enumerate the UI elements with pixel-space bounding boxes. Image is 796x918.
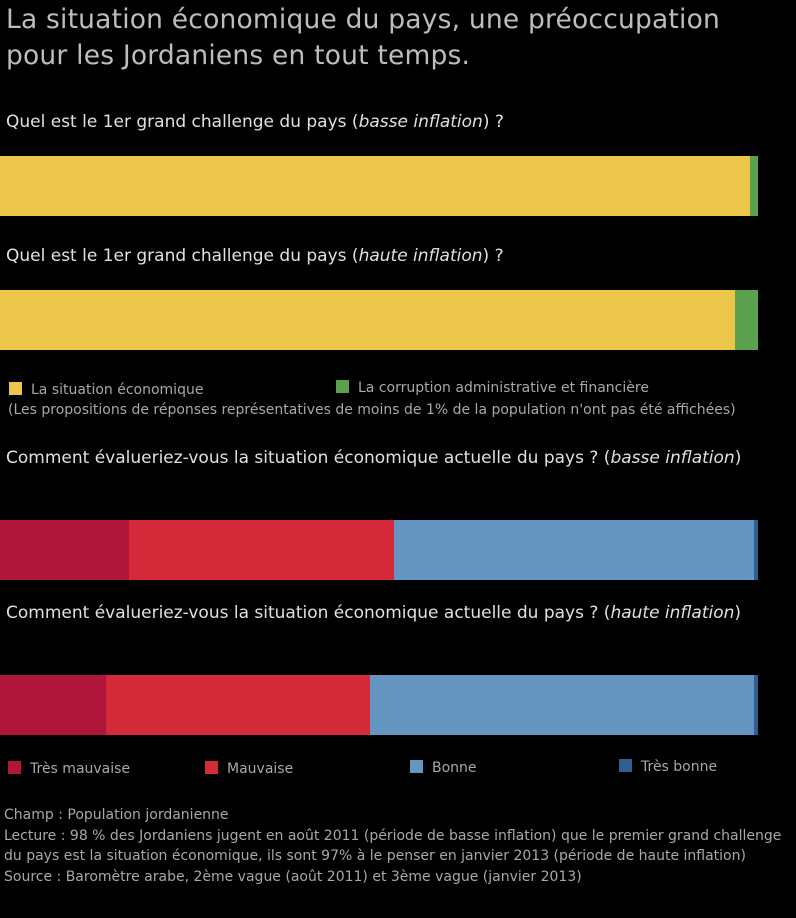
legend-swatch: [619, 759, 632, 772]
question-1: Quel est le 1er grand challenge du pays …: [6, 108, 776, 136]
legend-item-bonne: Bonne: [410, 759, 477, 777]
bar-segment-la-situation-économique: [0, 156, 751, 216]
legend-swatch: [9, 382, 22, 395]
bar-segment-la-corruption-administrative-et-financière: [750, 156, 758, 216]
legend-item-tres-bonne: Très bonne: [619, 758, 717, 776]
question-3-italic: basse inflation: [610, 448, 735, 468]
legend-item-tres-mauvaise: Très mauvaise: [8, 760, 130, 778]
bar-challenge-haute: [0, 290, 758, 350]
question-3-suffix: ): [734, 448, 742, 468]
bar-segment-très-mauvaise: [0, 675, 106, 735]
bar-segment-la-corruption-administrative-et-financière: [735, 290, 758, 350]
bar-segment-mauvaise: [105, 675, 370, 735]
bar-segment-bonne: [394, 520, 755, 580]
question-4-italic: haute inflation: [610, 603, 735, 623]
footer-champ: Champ : Population jordanienne: [4, 807, 229, 823]
footer-source: Source : Baromètre arabe, 2ème vague (ao…: [4, 868, 582, 885]
bar-segment-très-bonne: [754, 675, 758, 735]
bar-segment-la-situation-économique: [0, 290, 736, 350]
bar-segment-très-mauvaise: [0, 520, 129, 580]
legend-note: (Les propositions de réponses représenta…: [8, 402, 736, 418]
question-2-italic: haute inflation: [358, 246, 483, 266]
legend-item-situation: La situation économique: [9, 381, 203, 399]
legend-label: Très bonne: [641, 759, 718, 775]
question-4-prefix: Comment évalueriez-vous la situation éco…: [6, 603, 611, 623]
footer: Champ : Population jordanienne Lecture :…: [4, 805, 784, 887]
bar-evaluation-basse: [0, 520, 758, 580]
bar-segment-mauvaise: [128, 520, 395, 580]
legend-swatch: [8, 761, 21, 774]
legend-label: Bonne: [432, 760, 477, 776]
question-4: Comment évalueriez-vous la situation éco…: [6, 599, 776, 627]
question-2-suffix: ) ?: [482, 246, 504, 266]
chart-title: La situation économique du pays, une pré…: [6, 4, 720, 71]
question-1-suffix: ) ?: [482, 112, 504, 132]
question-1-italic: basse inflation: [358, 112, 483, 132]
bar-segment-très-bonne: [754, 520, 758, 580]
question-3-prefix: Comment évalueriez-vous la situation éco…: [6, 448, 611, 468]
legend-label: La corruption administrative et financiè…: [358, 380, 649, 396]
legend-swatch: [205, 761, 218, 774]
bar-segment-bonne: [369, 675, 755, 735]
legend-label: Mauvaise: [227, 761, 294, 777]
legend-item-corruption: La corruption administrative et financiè…: [336, 379, 649, 397]
question-2-prefix: Quel est le 1er grand challenge du pays …: [6, 246, 359, 266]
bar-evaluation-haute: [0, 675, 758, 735]
question-3: Comment évalueriez-vous la situation éco…: [6, 444, 776, 472]
question-1-prefix: Quel est le 1er grand challenge du pays …: [6, 112, 359, 132]
bar-challenge-basse: [0, 156, 758, 216]
legend-swatch: [410, 760, 423, 773]
footer-lecture: Lecture : 98 % des Jordaniens jugent en …: [4, 827, 782, 865]
legend-label: Très mauvaise: [30, 761, 131, 777]
legend-swatch: [336, 380, 349, 393]
question-4-suffix: ): [734, 603, 742, 623]
legend-label: La situation économique: [31, 382, 204, 398]
legend-item-mauvaise: Mauvaise: [205, 760, 293, 778]
question-2: Quel est le 1er grand challenge du pays …: [6, 242, 776, 270]
